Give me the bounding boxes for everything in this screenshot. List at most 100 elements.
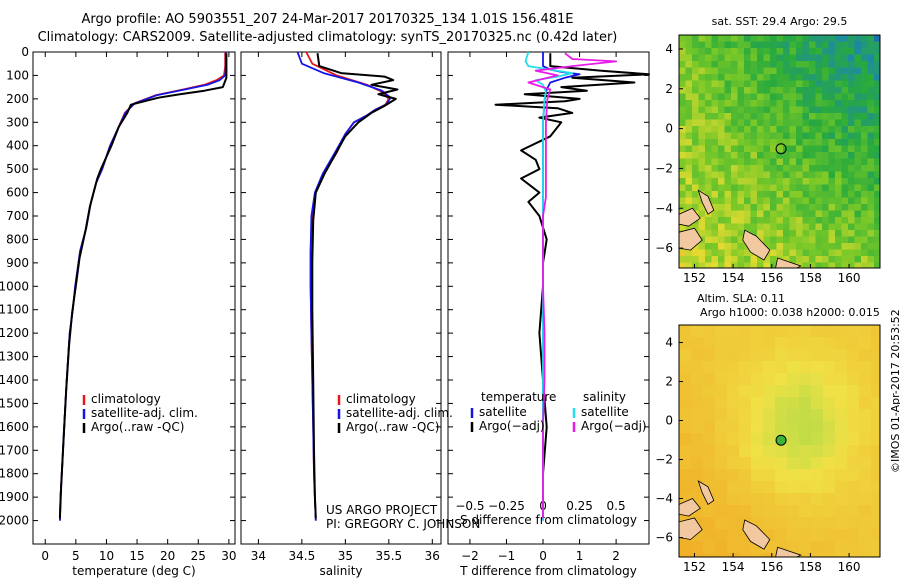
x-tick-label: 2	[612, 549, 620, 563]
legend-label: satellite-adj. clim.	[91, 406, 198, 420]
y-tick-label: 0	[665, 122, 673, 136]
land-mass	[742, 519, 771, 550]
y-tick-label: −4	[655, 492, 673, 506]
x2-axis-label: S difference from climatology	[460, 513, 637, 527]
x2-tick-label: 0.5	[607, 499, 626, 513]
argo-location-marker	[775, 434, 787, 446]
plot-frame	[447, 51, 650, 545]
panel-difference-profile: −2 −1 0 1 2−0.5 −0.25 0 0.25 0.5S difference fro…	[447, 51, 650, 578]
plot-frame	[32, 51, 236, 545]
y-tick-label: 2000	[0, 514, 29, 528]
x-tick-label: 34	[251, 549, 266, 563]
y-tick-label: 1000	[0, 279, 29, 293]
y-tick-label: −4	[655, 201, 673, 215]
legend-label: climatology	[346, 392, 416, 406]
x-tick-label: 20	[160, 549, 175, 563]
x-tick-label: −1	[498, 549, 516, 563]
x-tick-label: 30	[221, 549, 236, 563]
project-pi: PI: GREGORY C. JOHNSON	[326, 517, 480, 531]
x-tick-label: 34.5	[289, 549, 316, 563]
legend-label: satellite-adj. clim.	[346, 406, 453, 420]
figure-title-line1: Argo profile: AO 5903551_207 24-Mar-2017…	[81, 12, 574, 27]
series-line-salinity-argo	[527, 52, 617, 519]
x-tick-label: 0	[539, 549, 547, 563]
ownership-stamp: ©IMOS 01-Apr-2017 20:53:52	[889, 309, 900, 473]
x-axis-label: T difference from climatology	[459, 564, 637, 578]
legend-label: Argo(−adj)	[581, 419, 647, 433]
y-tick-label: 1600	[0, 420, 29, 434]
series-line-argo-raw-qc-	[58, 53, 228, 519]
map-frame	[678, 324, 881, 558]
x-tick-label: 154	[722, 271, 745, 285]
x-tick-label: 154	[722, 560, 745, 574]
x-axis-label: temperature (deg C)	[72, 564, 195, 578]
land-mass	[679, 517, 703, 540]
legend-label: satellite	[581, 405, 629, 419]
x-tick-label: 158	[799, 271, 822, 285]
x-axis-label: salinity	[319, 564, 362, 578]
land-mass	[679, 498, 701, 517]
argo-location-marker	[775, 143, 787, 155]
x-tick-label: 25	[191, 549, 206, 563]
figure-title-line2: Climatology: CARS2009. Satellite-adjuste…	[37, 30, 618, 45]
x2-tick-label: −0.5	[455, 499, 484, 513]
land-mass	[742, 229, 771, 261]
y-tick-label: 1700	[0, 443, 29, 457]
y-tick-label: 100	[6, 68, 29, 82]
series-line-argo-raw-qc-	[311, 53, 399, 519]
map-field	[679, 325, 880, 557]
x-tick-label: 10	[99, 549, 114, 563]
legend-label: satellite	[479, 405, 527, 419]
x2-tick-label: −0.25	[488, 499, 525, 513]
x2-tick-label: 0.25	[566, 499, 593, 513]
y-tick-label: −2	[655, 161, 673, 175]
land-mass	[679, 227, 703, 251]
legend-label: Argo(..raw -QC)	[91, 420, 184, 434]
y-tick-label: 1900	[0, 490, 29, 504]
x-tick-label: 35.5	[375, 549, 402, 563]
x-tick-label: 156	[760, 271, 783, 285]
y-tick-label: 1400	[0, 373, 29, 387]
y-tick-label: 700	[6, 209, 29, 223]
land-mass	[775, 257, 802, 268]
map-sla-map: 152 154 156 158 160 −6 −4 −2 0 2 4 Altim. SLA: 0.11…	[655, 292, 881, 574]
project-name: US ARGO PROJECT	[326, 503, 438, 517]
series-line-salinity-satellite	[524, 51, 574, 521]
y-tick-label: 600	[6, 186, 29, 200]
y-tick-label: 1800	[0, 467, 29, 481]
legend-label: climatology	[91, 392, 161, 406]
x-tick-label: 15	[129, 549, 144, 563]
y-tick-label: 1200	[0, 326, 29, 340]
legend-label: Argo(−adj)	[479, 419, 545, 433]
y-tick-label: −6	[655, 531, 673, 545]
map-field	[679, 35, 880, 268]
y-tick-label: 4	[665, 42, 673, 56]
map-frame	[678, 34, 881, 269]
x-tick-label: 160	[838, 560, 861, 574]
x-tick-label: 160	[838, 271, 861, 285]
x-tick-label: 35	[338, 549, 353, 563]
legend-header: temperature	[481, 390, 556, 404]
land-mass	[679, 207, 701, 227]
land-mass	[697, 480, 715, 505]
map-title-line2: Argo h1000: 0.038 h2000: 0.015	[700, 306, 880, 319]
legend-difference-profile: temperature salinitysatelliteArgo(−adj)sa…	[470, 390, 647, 433]
y-tick-label: 1100	[0, 303, 29, 317]
y-tick-label: 1500	[0, 396, 29, 410]
y-tick-label: 500	[6, 162, 29, 176]
y-tick-label: −6	[655, 241, 673, 255]
y-tick-label: 900	[6, 256, 29, 270]
y-tick-label: 800	[6, 232, 29, 246]
y-tick-label: 400	[6, 139, 29, 153]
legend-label: Argo(..raw -QC)	[346, 420, 439, 434]
land-mass	[775, 546, 802, 557]
y-tick-label: 300	[6, 115, 29, 129]
legend-header: salinity	[583, 390, 626, 404]
map-sst-map: 152 154 156 158 160 −6 −4 −2 0 2 4 sat. SST: 29.4 A…	[655, 15, 881, 285]
x-tick-label: 5	[72, 549, 80, 563]
x-tick-label: 1	[576, 549, 584, 563]
land-mass	[697, 189, 715, 215]
x-tick-label: 152	[683, 271, 706, 285]
